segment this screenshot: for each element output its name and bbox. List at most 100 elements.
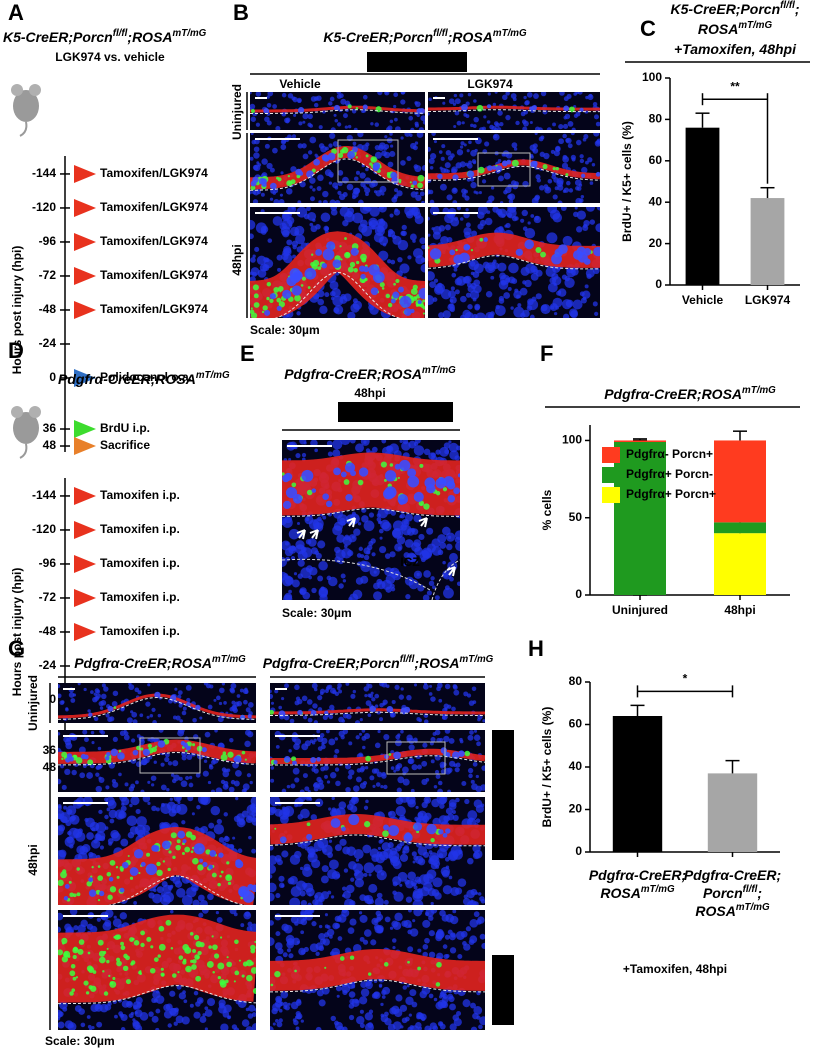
nucleus <box>295 453 300 458</box>
nucleus <box>377 90 382 95</box>
label-signal <box>71 988 75 992</box>
nucleus <box>392 571 401 580</box>
nucleus <box>443 885 452 894</box>
superscript: mT/mG <box>460 654 494 665</box>
nucleus <box>298 560 305 567</box>
nucleus <box>360 1010 364 1014</box>
nucleus <box>474 735 480 741</box>
nucleus <box>453 763 457 767</box>
nucleus <box>427 590 432 595</box>
panel-letter: E <box>240 341 255 366</box>
nucleus <box>248 836 252 840</box>
nucleus <box>356 171 360 175</box>
nucleus <box>302 867 312 877</box>
label-signal <box>344 237 347 240</box>
nucleus <box>323 765 329 771</box>
nucleus <box>67 809 72 814</box>
nucleus <box>350 694 355 699</box>
nucleus <box>248 1005 255 1012</box>
label-signal <box>365 756 371 762</box>
nucleus <box>356 777 362 783</box>
panel-title: Pdgfrα-CreER;ROSAmT/mG <box>284 365 456 382</box>
nucleus <box>280 144 286 150</box>
nucleus <box>435 770 439 774</box>
nucleus <box>364 694 367 697</box>
nucleus <box>87 1015 91 1019</box>
nucleus <box>445 162 451 168</box>
bar-segment <box>714 522 766 533</box>
nucleus <box>266 163 272 169</box>
nucleus <box>535 174 540 179</box>
nucleus <box>235 770 242 777</box>
nucleus <box>490 276 494 280</box>
nucleus <box>288 545 296 553</box>
nucleus <box>56 1017 60 1021</box>
bar <box>708 773 757 852</box>
nucleus <box>328 715 333 720</box>
label-signal <box>134 940 140 946</box>
label-signal <box>110 886 116 892</box>
nucleus <box>552 122 556 126</box>
nucleus <box>432 585 436 589</box>
stain-label: BrdU <box>497 755 511 784</box>
nucleus <box>298 573 303 578</box>
nucleus <box>234 780 240 786</box>
nucleus <box>256 161 259 164</box>
label-signal <box>106 960 109 963</box>
nucleus <box>143 749 150 756</box>
text-part: Pdgfrα-CreER;Porcn <box>263 655 400 671</box>
nucleus <box>418 718 422 722</box>
nucleus <box>342 177 349 184</box>
nucleus <box>82 730 87 735</box>
nucleus <box>164 757 169 762</box>
nucleus <box>429 685 432 688</box>
nucleus <box>548 179 553 184</box>
nucleus <box>281 697 284 700</box>
nucleus <box>447 481 455 489</box>
nucleus <box>109 877 113 881</box>
nucleus <box>407 984 410 987</box>
nucleus <box>227 769 230 772</box>
nucleus <box>189 783 194 788</box>
nucleus <box>369 775 374 780</box>
nucleus <box>293 1020 298 1025</box>
nucleus <box>293 768 300 775</box>
nucleus <box>535 126 540 131</box>
y-tick-label: 0 <box>655 277 662 291</box>
nucleus <box>268 845 273 850</box>
y-axis-label: BrdU+ / K5+ cells (%) <box>620 121 634 242</box>
nucleus <box>345 126 348 129</box>
label-signal <box>68 955 71 958</box>
nucleus <box>280 815 289 824</box>
nucleus <box>534 196 539 201</box>
nucleus <box>511 93 517 99</box>
nucleus <box>394 892 404 902</box>
nucleus <box>469 730 474 735</box>
event-arrow <box>74 233 96 251</box>
nucleus <box>430 248 441 259</box>
nucleus <box>231 705 237 711</box>
nucleus <box>273 199 279 205</box>
nucleus <box>216 911 219 914</box>
nucleus <box>440 167 443 170</box>
nucleus <box>384 900 389 905</box>
nucleus <box>151 708 155 712</box>
nucleus <box>353 298 358 303</box>
nucleus <box>348 597 352 601</box>
nucleus <box>147 683 150 686</box>
label-signal <box>254 302 260 308</box>
label-signal <box>168 868 171 871</box>
nucleus <box>273 191 276 194</box>
nucleus <box>408 116 413 121</box>
nucleus <box>361 736 366 741</box>
nucleus <box>308 908 314 914</box>
nucleus <box>466 926 471 931</box>
nucleus <box>498 175 504 181</box>
nucleus <box>229 907 236 914</box>
nucleus <box>438 699 442 703</box>
nucleus <box>459 93 463 97</box>
label-signal <box>159 926 165 932</box>
nucleus <box>268 874 273 879</box>
nucleus <box>410 879 417 886</box>
